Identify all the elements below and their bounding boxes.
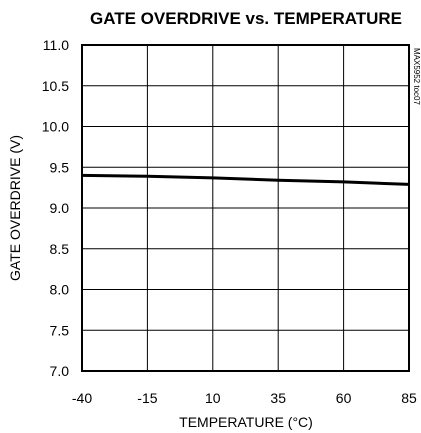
chart-title: GATE OVERDRIVE vs. TEMPERATURE [90,9,402,28]
y-tick-label: 9.5 [50,159,70,175]
y-tick-label: 7.0 [50,363,70,379]
y-tick-label: 9.0 [50,200,70,216]
watermark: MAX5952 toc07 [412,48,421,105]
series-layer [81,173,410,186]
x-tick-label: -15 [137,390,157,406]
y-tick-labels: 7.0 7.5 8.0 8.5 9.0 9.5 10.0 10.5 11.0 [42,37,69,379]
x-tick-labels: -40 -15 10 35 60 85 [72,390,417,406]
y-tick-label: 7.5 [50,322,70,338]
x-tick-label: 10 [205,390,221,406]
series-line [81,173,410,186]
y-tick-label: 8.0 [50,282,70,298]
y-tick-label: 10.0 [42,119,69,135]
grid [82,45,409,371]
y-tick-label: 11.0 [43,37,69,53]
x-tick-label: 35 [270,390,286,406]
y-tick-label: 8.5 [50,241,70,257]
x-axis-label: TEMPERATURE (°C) [179,414,313,430]
y-tick-label: 10.5 [42,78,69,94]
plot-frame [81,44,410,372]
x-tick-label: -40 [72,390,92,406]
x-tick-label: 85 [401,390,417,406]
x-tick-label: 60 [336,390,352,406]
y-axis-label: GATE OVERDRIVE (V) [7,135,23,281]
